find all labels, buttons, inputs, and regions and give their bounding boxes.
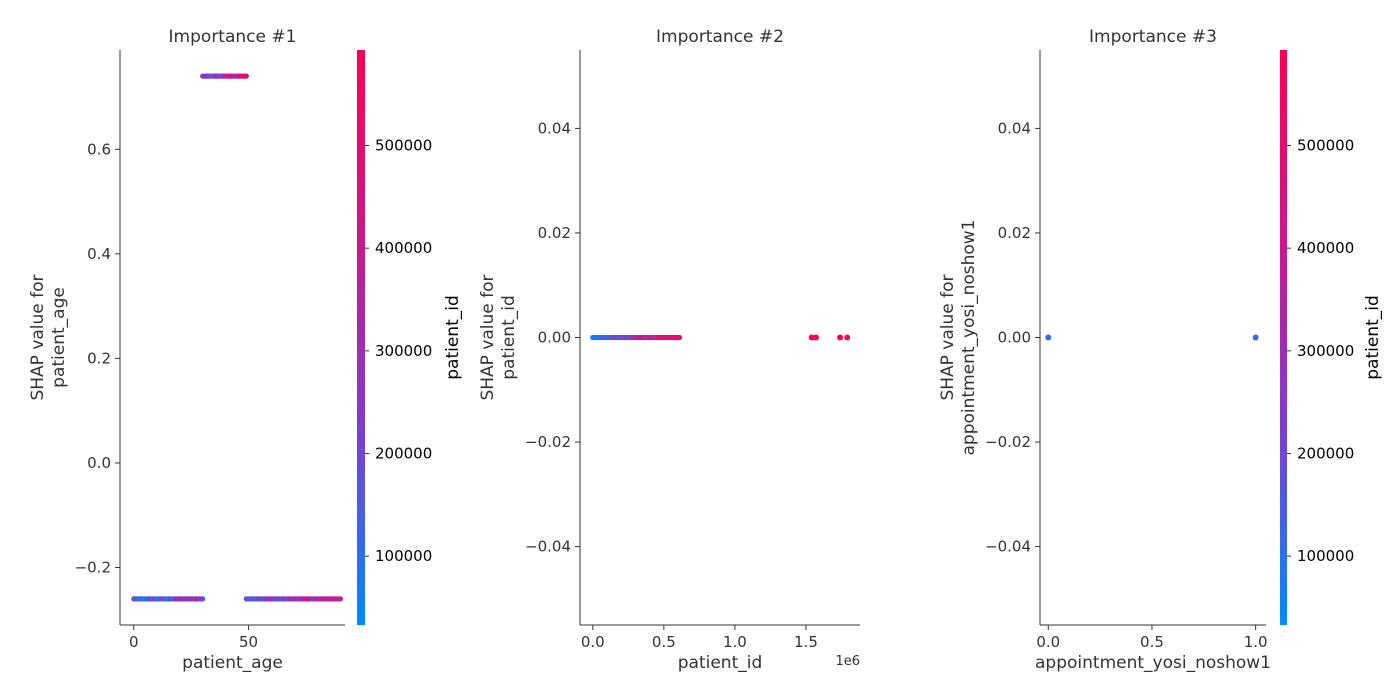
x-tick-label: 50 xyxy=(239,633,258,651)
scatter-panel-2: Importance #2 −0.04 −0.02 0.00 0.02 0.04 0.0 0.… xyxy=(478,27,860,673)
data-point xyxy=(676,334,683,341)
colorbar-tick-label: 100000 xyxy=(375,547,432,565)
y-tick-label: −0.2 xyxy=(75,559,111,577)
x-offset-label: 1e6 xyxy=(835,654,860,669)
colorbar-gradient xyxy=(357,50,365,625)
data-point xyxy=(812,334,819,341)
y-tick-label: −0.04 xyxy=(525,538,571,556)
colorbar: 100000 200000 300000 400000 500000 patient_id xyxy=(357,50,463,625)
x-axis-label: appointment_yosi_noshow1 xyxy=(1035,653,1271,673)
colorbar-tick-label: 400000 xyxy=(1297,239,1354,257)
data-segment-3 xyxy=(243,596,343,602)
chart-title: Importance #1 xyxy=(169,27,297,47)
y-axis-label: patient_id xyxy=(499,295,519,380)
colorbar-tick-label: 100000 xyxy=(1297,547,1354,565)
data-point xyxy=(243,73,249,79)
x-tick-label: 0.5 xyxy=(1140,633,1164,651)
colorbar-label: patient_id xyxy=(1363,295,1383,380)
colorbar-tick-label: 400000 xyxy=(375,239,432,257)
scatter-panel-1: Importance #1 −0.2 0.0 0.2 0.4 0.6 0 50 patient_… xyxy=(28,27,463,673)
y-tick-label: 0.04 xyxy=(538,119,571,137)
colorbar-tick-label: 500000 xyxy=(1297,136,1354,154)
data-point xyxy=(200,596,206,602)
x-tick-label: 1.5 xyxy=(794,633,818,651)
colorbar-label: patient_id xyxy=(443,295,463,380)
data-point xyxy=(844,334,851,341)
y-tick-label: −0.04 xyxy=(985,538,1031,556)
data-point xyxy=(1045,334,1052,341)
data-point xyxy=(837,334,844,341)
x-axis-label: patient_id xyxy=(678,653,763,673)
x-axis-label: patient_age xyxy=(182,653,283,673)
x-tick-label: 1.0 xyxy=(723,633,747,651)
scatter-panel-3: Importance #3 −0.04 −0.02 0.00 0.02 0.04 0.0 0.… xyxy=(938,27,1383,673)
y-tick-label: 0.6 xyxy=(87,140,111,158)
colorbar: 100000 200000 300000 400000 500000 patient_id xyxy=(1280,50,1383,625)
x-tick-label: 0 xyxy=(129,633,139,651)
y-axis-label: appointment_yosi_noshow1 xyxy=(959,220,979,456)
y-tick-label: 0.02 xyxy=(538,224,571,242)
y-axis-label: SHAP value for xyxy=(478,274,498,400)
x-tick-label: 0.5 xyxy=(652,633,676,651)
y-axis-label: SHAP value for xyxy=(28,274,48,400)
y-tick-label: 0.0 xyxy=(87,454,111,472)
x-tick-label: 1.0 xyxy=(1244,633,1268,651)
y-tick-label: −0.02 xyxy=(985,433,1031,451)
y-tick-label: 0.04 xyxy=(998,119,1031,137)
x-tick-label: 0.0 xyxy=(1036,633,1060,651)
colorbar-tick-label: 500000 xyxy=(375,136,432,154)
y-tick-label: 0.00 xyxy=(998,329,1031,347)
x-tick-label: 0.0 xyxy=(581,633,605,651)
colorbar-tick-label: 200000 xyxy=(375,445,432,463)
y-tick-label: 0.02 xyxy=(998,224,1031,242)
colorbar-tick-label: 300000 xyxy=(1297,342,1354,360)
colorbar-tick-label: 200000 xyxy=(1297,445,1354,463)
data-segment-1 xyxy=(131,596,206,602)
chart-title: Importance #2 xyxy=(656,27,784,47)
data-segment-1 xyxy=(590,334,683,341)
chart-title: Importance #3 xyxy=(1089,27,1217,47)
y-axis-label: patient_age xyxy=(49,287,69,388)
y-tick-label: 0.2 xyxy=(87,349,111,367)
y-tick-label: −0.02 xyxy=(525,433,571,451)
y-axis-label: SHAP value for xyxy=(938,274,958,400)
data-point xyxy=(337,596,343,602)
data-point xyxy=(808,334,815,341)
data-point xyxy=(1252,334,1259,341)
y-tick-label: 0.00 xyxy=(538,329,571,347)
y-tick-label: 0.4 xyxy=(87,245,111,263)
colorbar-gradient xyxy=(1280,50,1287,625)
colorbar-tick-label: 300000 xyxy=(375,342,432,360)
data-segment-2 xyxy=(200,73,249,79)
